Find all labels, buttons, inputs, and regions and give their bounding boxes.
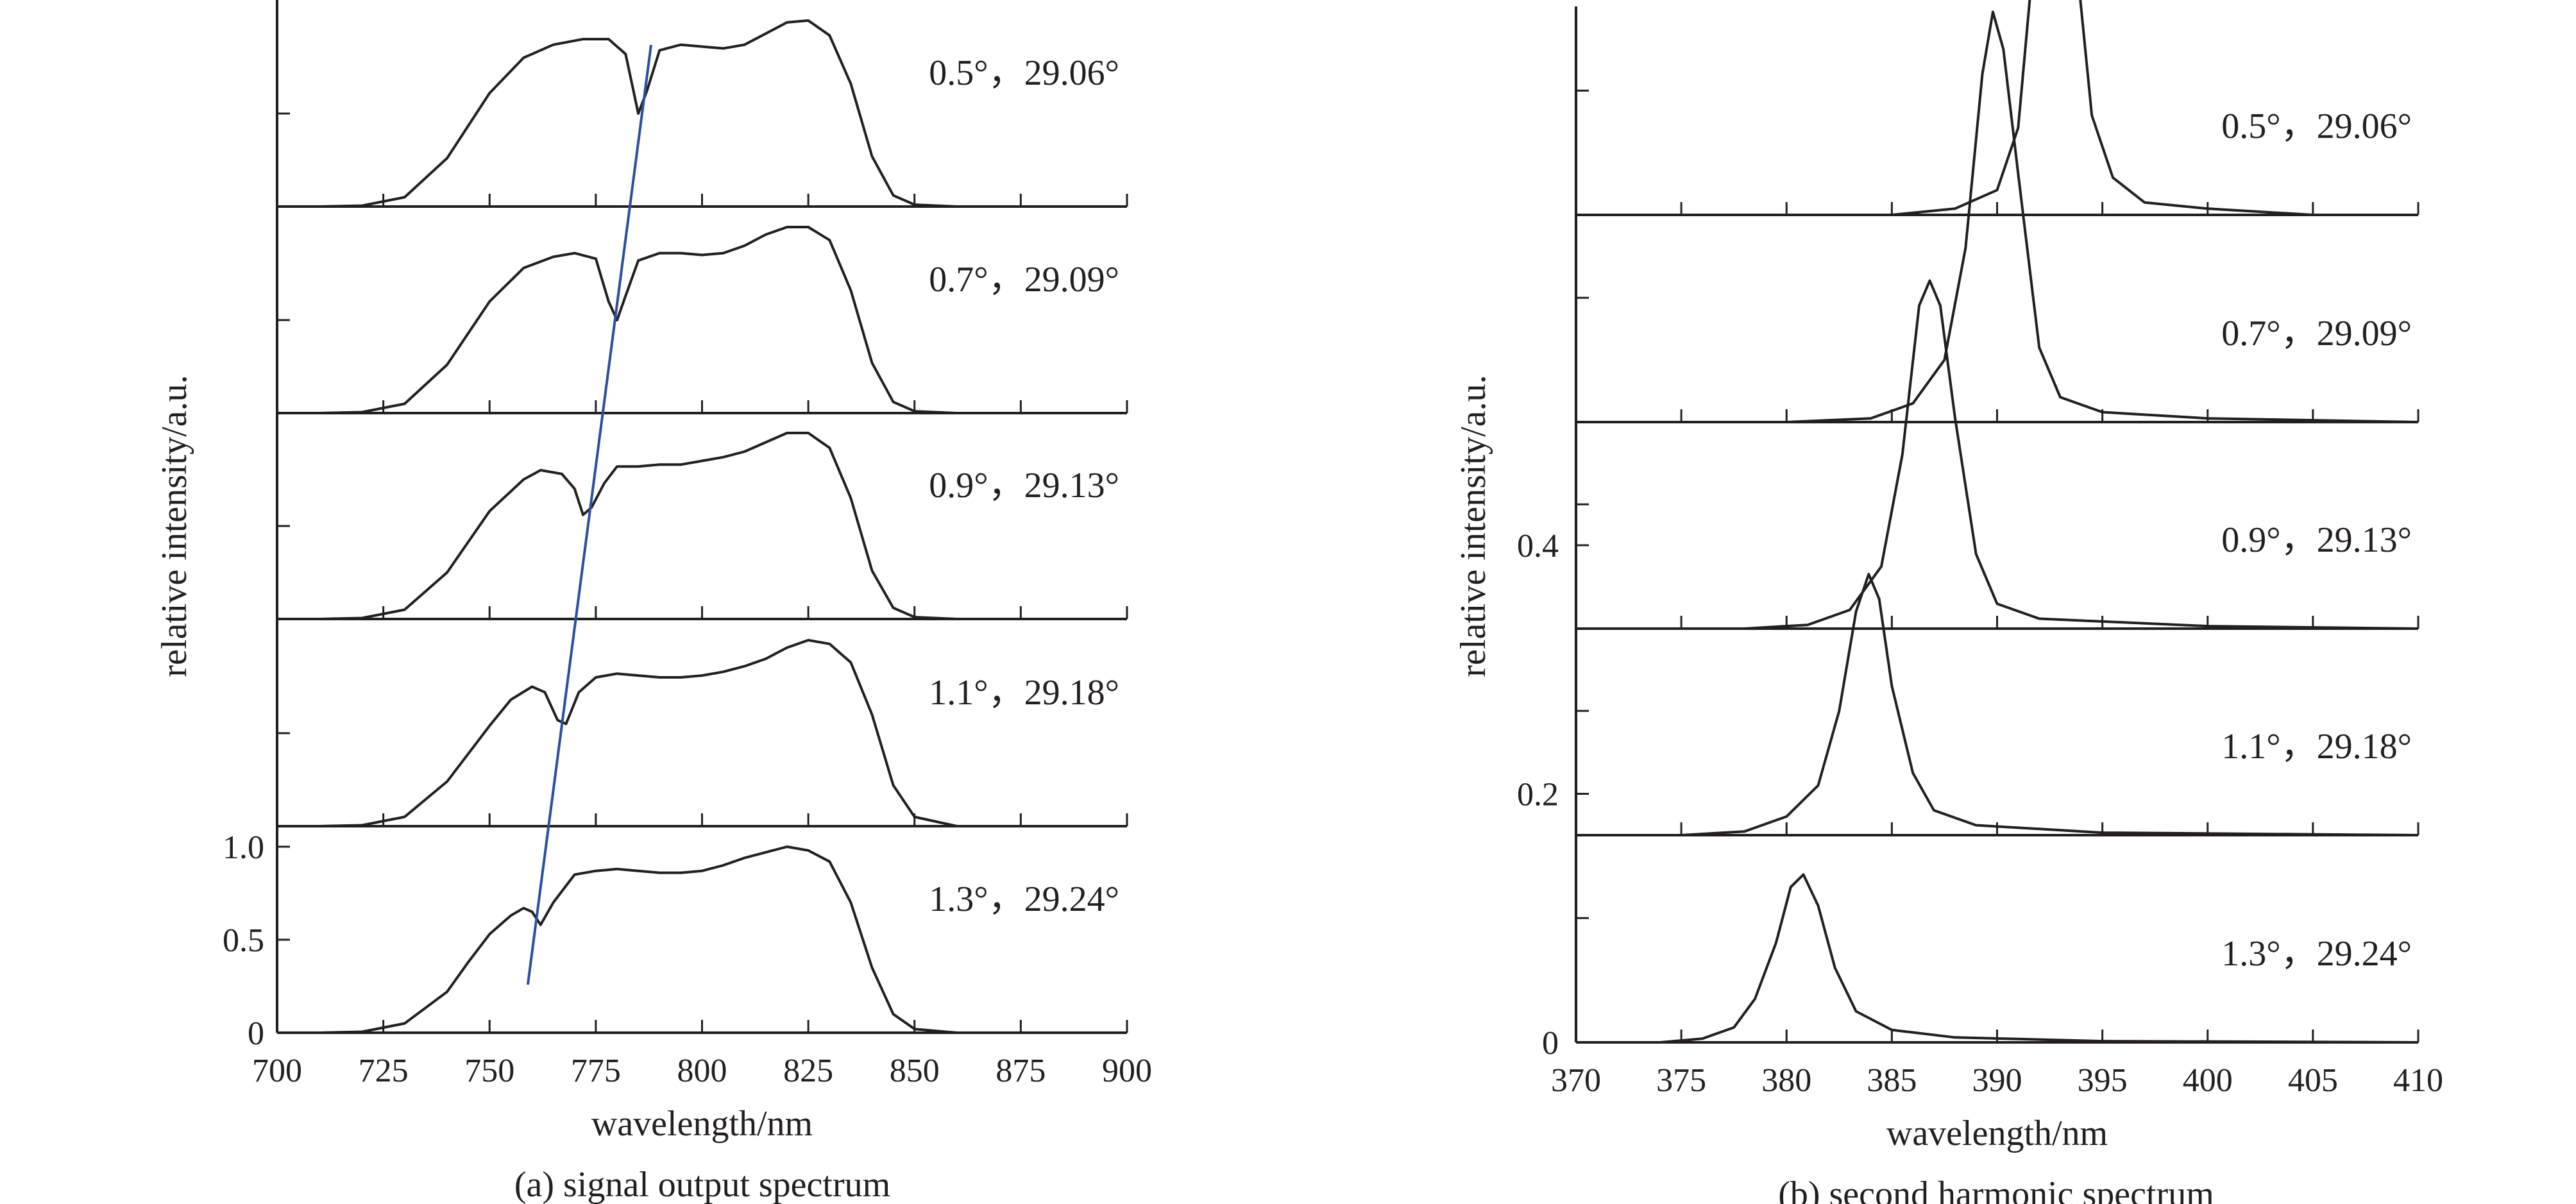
series-line-1: [277, 19, 1127, 208]
series-line-4: [1576, 573, 2419, 836]
series-label-1: 0.5°，29.06°: [929, 53, 1119, 93]
x-tick-label: 825: [783, 1053, 833, 1089]
series-line-5: [277, 845, 1127, 1034]
x-tick-label: 385: [1867, 1062, 1917, 1099]
series-line-2: [1576, 10, 2419, 423]
panel-signal-output-spectrum: 700 725 750 775 800 825 850 875 900 0 0.5 1.0 wavele…: [155, 0, 1152, 1204]
y-axis-title: relative intensity/a.u.: [1453, 375, 1493, 677]
series-line-2: [277, 226, 1127, 414]
x-tick-label: 410: [2393, 1062, 2443, 1099]
series-label-2: 0.7°，29.09°: [929, 260, 1119, 300]
series-label-1: 0.5°，29.06°: [2221, 106, 2412, 146]
x-tick-label: 750: [464, 1053, 514, 1089]
y-tick-label: 1.0: [223, 829, 264, 866]
x-tick-label: 390: [1972, 1062, 2022, 1099]
series-label-4: 1.1°，29.18°: [2221, 727, 2412, 767]
x-tick-label: 700: [252, 1053, 302, 1089]
x-axis-title: wavelength/nm: [1886, 1114, 2108, 1153]
caption: (a) signal output spectrum: [514, 1165, 890, 1204]
x-tick-label: 375: [1656, 1062, 1706, 1099]
series-label-5: 1.3°，29.24°: [2221, 934, 2412, 974]
x-tick-label: 875: [996, 1053, 1046, 1089]
caption: (b) second harmonic spectrum: [1778, 1174, 2214, 1204]
x-tick-label: 900: [1102, 1053, 1152, 1089]
x-tick-label: 370: [1551, 1062, 1601, 1099]
series-line-4: [277, 639, 1127, 827]
x-tick-label: 380: [1761, 1062, 1811, 1099]
x-tick-label: 400: [2183, 1062, 2233, 1099]
x-tick-label: 775: [571, 1053, 621, 1089]
x-axis-title: wavelength/nm: [591, 1104, 813, 1144]
x-tick-label: 850: [890, 1053, 940, 1089]
y-tick-label: 0.4: [1517, 528, 1559, 564]
series-line-3: [1576, 279, 2419, 630]
y-tick-label: 0.2: [1517, 777, 1559, 813]
x-tick-label: 800: [677, 1053, 727, 1089]
panel-second-harmonic-spectrum: 370 375 380 385 390 395 400 405 410 0 0.2 0.4 wavele…: [1453, 0, 2443, 1204]
y-tick-label: 0: [1542, 1025, 1559, 1062]
series-label-2: 0.7°，29.09°: [2221, 314, 2412, 353]
series-line-3: [277, 432, 1127, 620]
series-label-3: 0.9°，29.13°: [2221, 520, 2412, 560]
x-tick-label: 395: [2078, 1062, 2128, 1099]
series-label-4: 1.1°，29.18°: [929, 673, 1119, 713]
y-tick-label: 0.5: [223, 922, 264, 959]
series-label-5: 1.3°，29.24°: [929, 879, 1119, 919]
series-label-3: 0.9°，29.13°: [929, 466, 1119, 505]
y-axis-title: relative intensity/a.u.: [155, 375, 194, 677]
x-tick-label: 725: [359, 1053, 409, 1089]
x-tick-label: 405: [2288, 1062, 2338, 1099]
y-tick-label: 0: [248, 1015, 264, 1052]
trend-line: [526, 44, 652, 985]
series-line-5: [1576, 873, 2419, 1044]
